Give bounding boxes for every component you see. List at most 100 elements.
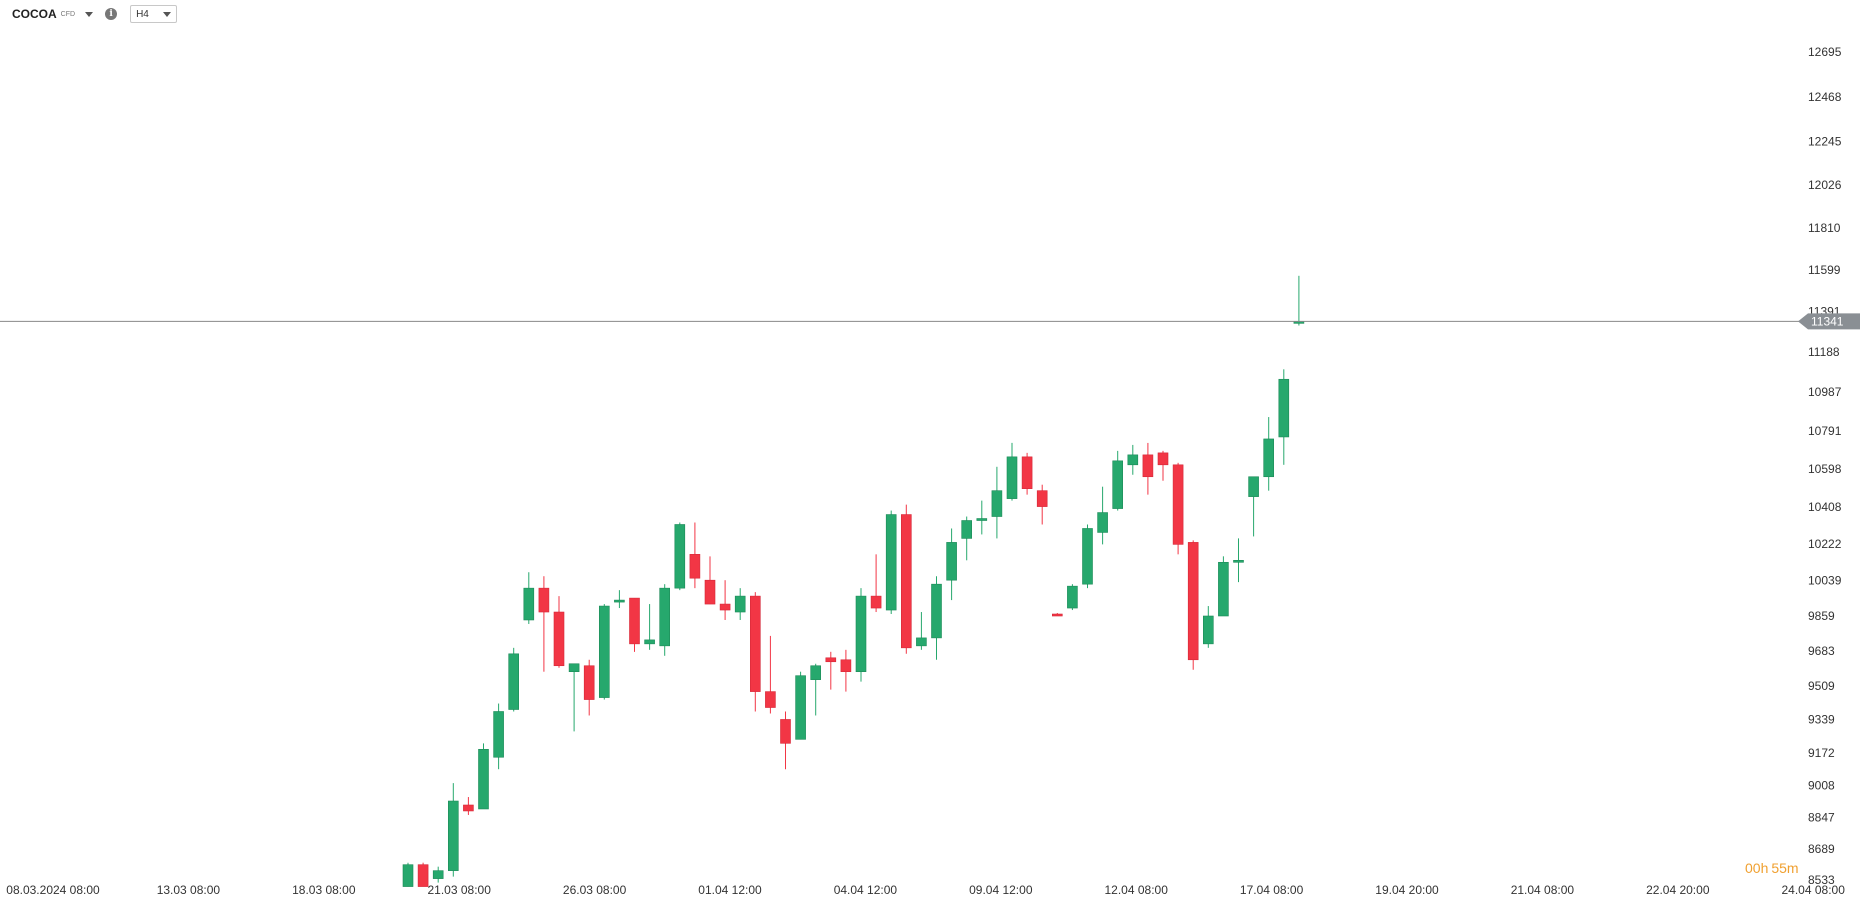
x-tick-label: 04.04 12:00	[834, 883, 898, 897]
candle-body[interactable]	[1157, 452, 1169, 466]
candle-body[interactable]	[870, 595, 882, 609]
candle-body[interactable]	[795, 675, 806, 740]
candle-body[interactable]	[568, 663, 580, 673]
timeframe-select[interactable]: H4	[130, 5, 177, 23]
countdown-minutes: 55m	[1771, 860, 1798, 876]
candle-body[interactable]	[1006, 456, 1018, 499]
candle-body[interactable]	[1233, 559, 1244, 563]
candle-body[interactable]	[976, 518, 988, 521]
candle-body[interactable]	[689, 554, 701, 579]
y-tick-label: 10598	[1808, 462, 1842, 476]
candle-body[interactable]	[1067, 585, 1078, 609]
candle-body[interactable]	[659, 587, 671, 647]
y-tick-label: 12468	[1808, 90, 1842, 104]
y-tick-label: 10408	[1808, 500, 1842, 514]
y-tick-label: 8847	[1808, 811, 1835, 825]
candle-body[interactable]	[1082, 528, 1093, 585]
y-tick-label: 10987	[1808, 385, 1842, 399]
y-tick-label: 10222	[1808, 537, 1842, 551]
current-price-label-bg	[1798, 313, 1860, 330]
y-tick-label: 11599	[1808, 263, 1841, 277]
y-tick-label: 9683	[1808, 644, 1835, 658]
candle-body[interactable]	[1203, 615, 1214, 645]
candle-body[interactable]	[614, 599, 625, 603]
candle-body[interactable]	[1278, 378, 1290, 438]
chart-toolbar: COCOA CFD i H4	[0, 0, 400, 28]
candle-body[interactable]	[1248, 476, 1259, 497]
candle-body[interactable]	[780, 719, 791, 744]
y-tick-label: 12695	[1808, 45, 1842, 59]
candle-body[interactable]	[704, 579, 716, 605]
candle-body[interactable]	[840, 659, 852, 673]
y-axis: 1269512468122451202611810115991139111188…	[1808, 45, 1842, 887]
candle-body[interactable]	[553, 611, 565, 667]
candle-body[interactable]	[1036, 490, 1048, 507]
candle-body[interactable]	[1263, 438, 1274, 478]
y-tick-label: 10791	[1808, 424, 1842, 438]
candle-body[interactable]	[1052, 613, 1063, 617]
candle-body[interactable]	[1172, 464, 1184, 545]
candle-body[interactable]	[432, 870, 444, 879]
candle-body[interactable]	[629, 597, 640, 645]
candle-body[interactable]	[719, 603, 731, 611]
candle-body[interactable]	[644, 639, 655, 645]
candle-body[interactable]	[900, 514, 912, 649]
x-tick-label: 01.04 12:00	[698, 883, 762, 897]
candle-body[interactable]	[946, 542, 957, 581]
candle-body[interactable]	[810, 665, 822, 680]
candle-body[interactable]	[991, 490, 1003, 517]
x-tick-label: 24.04 08:00	[1781, 883, 1845, 897]
candle-body[interactable]	[931, 583, 942, 639]
candle-body[interactable]	[1021, 456, 1033, 489]
y-tick-label: 12026	[1808, 178, 1842, 192]
candle-body[interactable]	[1142, 454, 1154, 478]
x-tick-label: 18.03 08:00	[292, 883, 356, 897]
timeframe-value: H4	[136, 8, 149, 20]
candle-body[interactable]	[674, 524, 686, 589]
symbol-type: CFD	[60, 10, 76, 18]
x-tick-label: 22.04 20:00	[1646, 883, 1710, 897]
symbol-name[interactable]: COCOA	[12, 7, 57, 21]
candle-body[interactable]	[1112, 460, 1123, 509]
x-tick-label: 21.03 08:00	[427, 883, 491, 897]
candle-body[interactable]	[749, 595, 761, 692]
price-marker: 11341	[0, 313, 1860, 330]
candle-body[interactable]	[447, 800, 459, 871]
symbol-dropdown-caret-icon[interactable]	[85, 11, 94, 17]
candle-body[interactable]	[825, 657, 837, 663]
x-axis: 08.03.2024 08:00 13.03 08:00 18.03 08:00 21…	[6, 883, 1845, 897]
candle-body[interactable]	[1218, 561, 1229, 617]
candle-body[interactable]	[523, 587, 535, 621]
info-icon[interactable]: i	[105, 8, 118, 20]
y-tick-label: 8533	[1808, 873, 1835, 887]
x-tick-label: 19.04 20:00	[1375, 883, 1439, 897]
candle-body[interactable]	[1097, 512, 1108, 533]
candle-body[interactable]	[478, 748, 489, 810]
candle-body[interactable]	[538, 587, 550, 613]
candle-body[interactable]	[493, 711, 504, 758]
candle-body[interactable]	[855, 595, 867, 673]
candle-body[interactable]	[1187, 542, 1199, 661]
candle-body[interactable]	[417, 864, 429, 887]
current-price-label: 11341	[1811, 314, 1844, 328]
candle-body[interactable]	[583, 665, 595, 700]
candle-body[interactable]	[508, 653, 520, 710]
candle-body[interactable]	[734, 595, 746, 613]
y-tick-label: 9008	[1808, 779, 1835, 793]
candle-body[interactable]	[1127, 454, 1139, 466]
y-tick-label: 11810	[1808, 221, 1841, 235]
y-tick-label: 9172	[1808, 746, 1835, 760]
candle-body[interactable]	[765, 691, 776, 708]
candle-body[interactable]	[885, 514, 897, 611]
x-tick-label: 09.04 12:00	[969, 883, 1033, 897]
x-tick-label: 12.04 08:00	[1104, 883, 1168, 897]
candle-body[interactable]	[916, 637, 927, 647]
y-tick-label: 8689	[1808, 842, 1835, 856]
candle-body[interactable]	[961, 520, 973, 539]
x-tick-label: 13.03 08:00	[157, 883, 221, 897]
candle-body[interactable]	[402, 864, 414, 887]
candle-body[interactable]	[598, 605, 610, 698]
candle-body[interactable]	[463, 804, 474, 812]
y-tick-label: 9859	[1808, 609, 1835, 623]
